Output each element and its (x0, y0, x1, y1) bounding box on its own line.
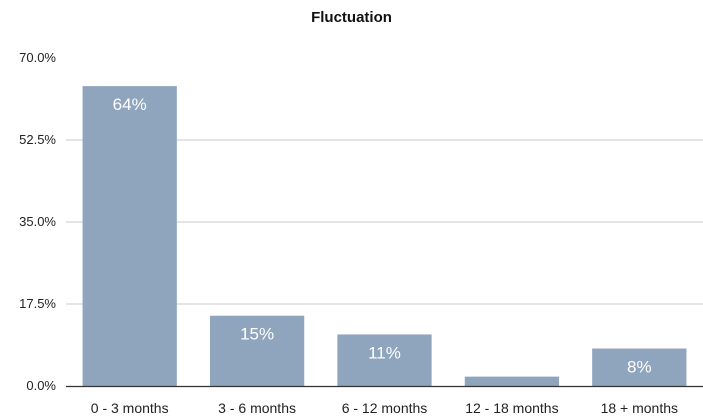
x-tick-label: 18 + months (601, 400, 678, 416)
bar (83, 86, 177, 386)
data-label: 11% (368, 343, 401, 362)
y-tick-label: 17.5% (19, 296, 56, 311)
y-tick-label: 70.0% (19, 50, 56, 65)
bar (465, 377, 559, 386)
data-label: 8% (627, 358, 652, 377)
x-tick-label: 3 - 6 months (218, 400, 296, 416)
x-tick-label: 6 - 12 months (342, 400, 428, 416)
data-labels: 64%15%11%2%8% (113, 95, 652, 405)
y-tick-label: 35.0% (19, 214, 56, 229)
bars (83, 86, 687, 386)
y-tick-label: 0.0% (26, 378, 56, 393)
y-tick-label: 52.5% (19, 132, 56, 147)
x-tick-label: 12 - 18 months (465, 400, 558, 416)
data-label: 64% (113, 95, 147, 114)
x-tick-label: 0 - 3 months (91, 400, 169, 416)
data-label: 15% (240, 325, 274, 344)
